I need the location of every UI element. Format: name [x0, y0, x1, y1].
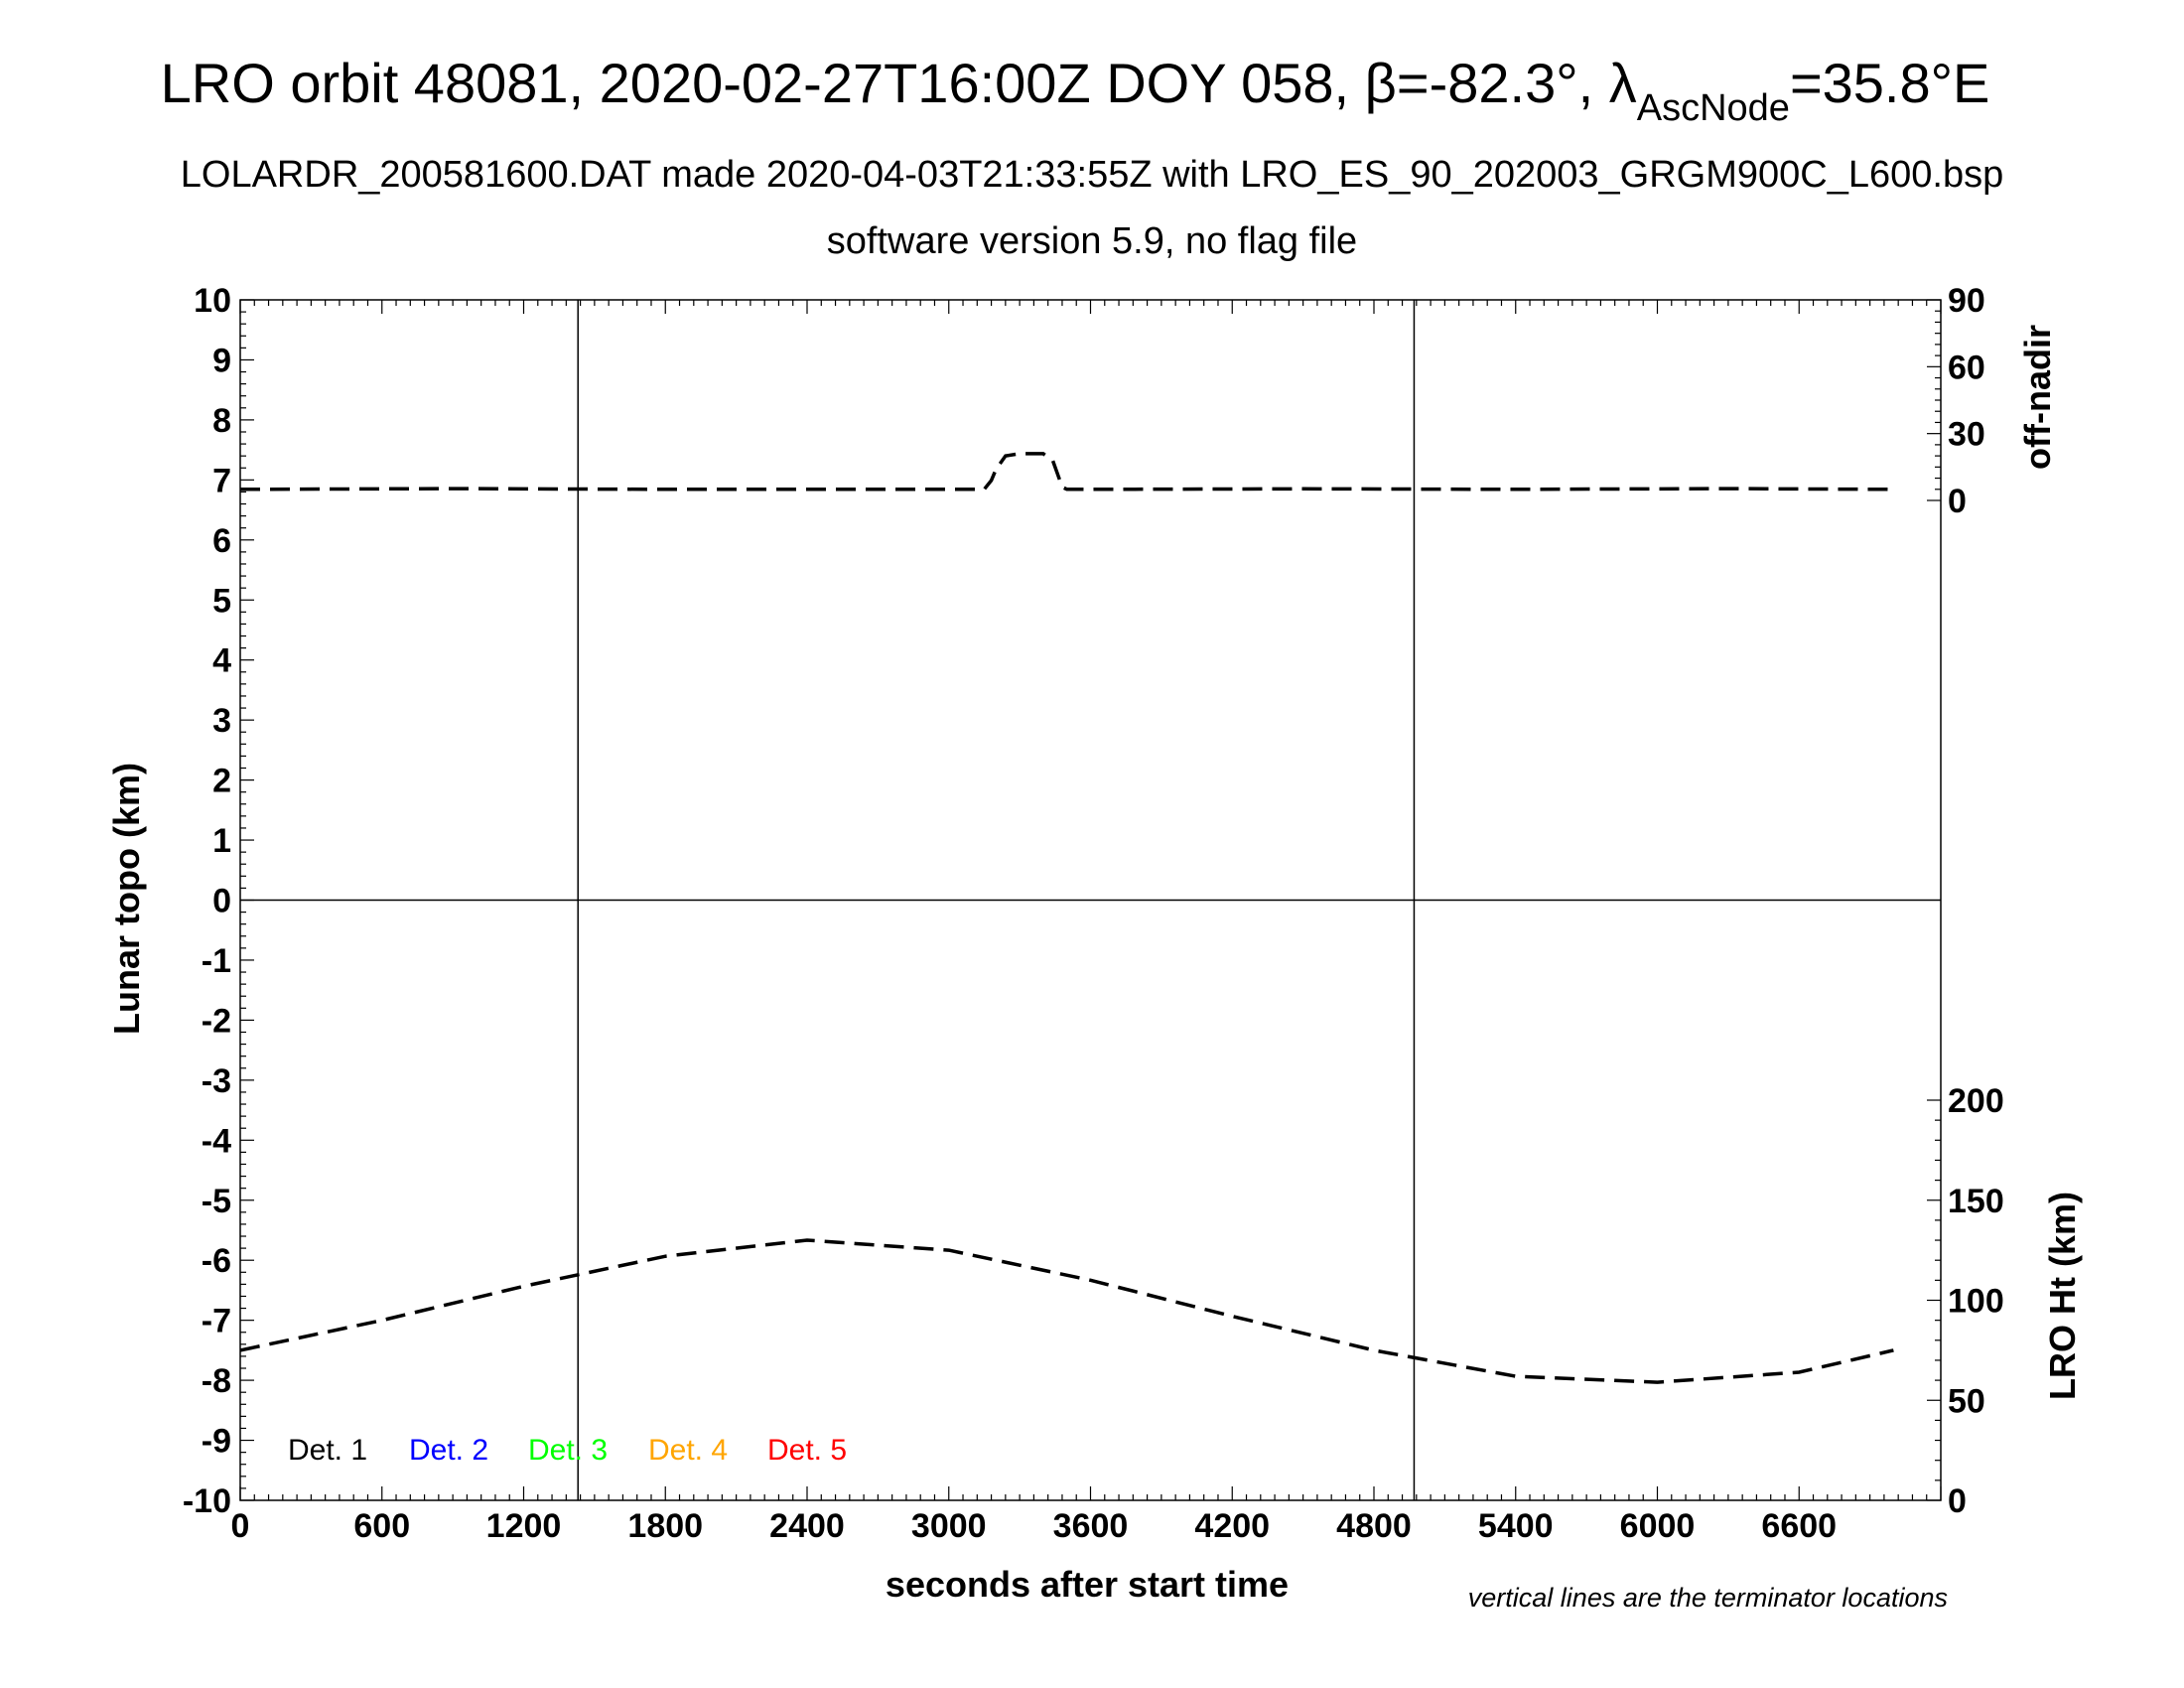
y-tick-label: -2 — [202, 1002, 231, 1040]
legend: Det. 1 Det. 2 Det. 3 Det. 4 Det. 5 — [288, 1434, 847, 1467]
off-nadir-tick-label: 60 — [1948, 349, 1985, 386]
y-tick-label: -1 — [202, 942, 231, 980]
legend-entry: Det. 4 — [648, 1434, 728, 1467]
off-nadir-tick-label: 0 — [1948, 483, 1967, 520]
lro-ht-tick-label: 50 — [1948, 1382, 1985, 1420]
x-tick-label: 4200 — [1194, 1507, 1270, 1545]
terminator-note: vertical lines are the terminator locati… — [1468, 1583, 1948, 1613]
y-tick-label: 10 — [194, 282, 231, 320]
x-tick-label: 6000 — [1620, 1507, 1696, 1545]
x-tick-label: 0 — [231, 1507, 250, 1545]
y-tick-label: 2 — [212, 763, 231, 800]
y-axis-label-lro-ht: LRO Ht (km) — [2042, 1192, 2083, 1400]
y-tick-label: 4 — [212, 642, 231, 680]
x-axis-label: seconds after start time — [886, 1564, 1289, 1605]
y-tick-label: 8 — [212, 402, 231, 440]
chart-title: LRO orbit 48081, 2020-02-27T16:00Z DOY 0… — [161, 52, 1990, 129]
y-tick-label: -9 — [202, 1423, 231, 1461]
x-tick-label: 600 — [353, 1507, 410, 1545]
chart-subtitle-software: software version 5.9, no flag file — [827, 220, 1357, 262]
lro-ht-tick-label: 0 — [1948, 1482, 1967, 1520]
legend-entry: Det. 2 — [409, 1434, 488, 1467]
x-tick-label: 6600 — [1761, 1507, 1837, 1545]
y-tick-label: 3 — [212, 702, 231, 740]
y-tick-label: -7 — [202, 1303, 231, 1340]
lro-ht-tick-label: 100 — [1948, 1283, 2004, 1321]
y-tick-label: 6 — [212, 522, 231, 560]
y-tick-label: -8 — [202, 1362, 231, 1400]
y-axis-label-off-nadir: off-nadir — [2017, 325, 2058, 470]
y-tick-label: 0 — [212, 883, 231, 920]
y-tick-label: 7 — [212, 462, 231, 499]
x-tick-label: 1200 — [486, 1507, 562, 1545]
lro-ht-tick-label: 150 — [1948, 1183, 2004, 1220]
lro-ht-tick-label: 200 — [1948, 1082, 2004, 1120]
y-tick-label: -4 — [202, 1122, 231, 1160]
series-lro-height — [239, 1238, 1894, 1384]
y-axis-label-left: Lunar topo (km) — [106, 763, 147, 1035]
tick-labels: 0 600 1200 1800 2400 3000 3600 4200 4800 5400 6000… — [183, 282, 2004, 1545]
y-tick-label: 1 — [212, 822, 231, 860]
plot-area — [239, 299, 1942, 1501]
off-nadir-tick-label: 30 — [1948, 416, 1985, 454]
y-tick-label: 5 — [212, 582, 231, 620]
x-tick-label: 5400 — [1478, 1507, 1554, 1545]
y-tick-label: -5 — [202, 1183, 231, 1220]
series-off-nadir — [239, 452, 1894, 492]
off-nadir-tick-label: 90 — [1948, 282, 1985, 320]
legend-entry: Det. 1 — [288, 1434, 367, 1467]
x-tick-label: 3600 — [1053, 1507, 1129, 1545]
x-tick-label: 3000 — [911, 1507, 987, 1545]
x-tick-label: 1800 — [627, 1507, 703, 1545]
y-tick-label: -3 — [202, 1062, 231, 1100]
y-tick-label: -10 — [183, 1482, 231, 1520]
legend-entry: Det. 5 — [767, 1434, 847, 1467]
series-layer — [239, 452, 1894, 1384]
minor-ticks — [239, 299, 1942, 1501]
y-tick-label: 9 — [212, 342, 231, 379]
legend-entry: Det. 3 — [528, 1434, 608, 1467]
chart-subtitle: LOLARDR_200581600.DAT made 2020-04-03T21… — [181, 154, 2003, 196]
x-tick-label: 2400 — [769, 1507, 845, 1545]
x-tick-label: 4800 — [1336, 1507, 1412, 1545]
y-tick-label: -6 — [202, 1242, 231, 1280]
